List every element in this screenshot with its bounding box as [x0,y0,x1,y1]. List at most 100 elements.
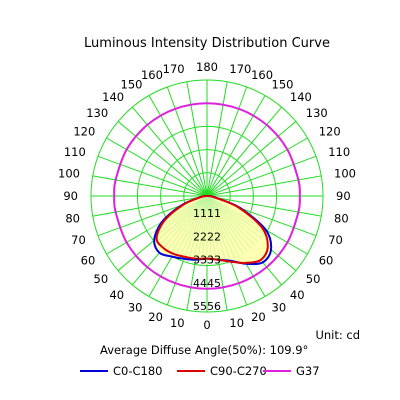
angle-label: 180 [196,60,218,74]
angle-label: 100 [334,167,356,181]
grid-spoke [117,121,208,197]
fill-hatch [206,195,240,257]
series-c90-c270 [155,194,269,264]
angle-label: 140 [290,90,312,104]
angle-label: 140 [102,90,124,104]
angle-label: 170 [163,62,185,76]
fill-hatch [206,195,265,235]
angle-label: 20 [148,310,163,324]
angle-label: 90 [63,189,78,203]
angle-label: 10 [229,316,244,330]
fill-hatch [206,195,267,231]
angle-label: 50 [306,272,321,286]
ring-label: 5556 [193,300,221,313]
grid-spoke [106,137,208,197]
angle-label: 160 [141,68,163,82]
grid-spoke [206,106,282,197]
fill-hatch [201,195,208,265]
angle-label: 70 [328,233,343,247]
angle-labels: 0102030405060708090100110120130140150160… [58,60,356,332]
angle-label: 120 [73,125,95,139]
angle-label: 100 [58,167,80,181]
fill-hatch [206,195,236,260]
grid-spoke [206,155,317,197]
angle-label: 110 [328,145,350,159]
grid-spoke [206,195,322,217]
angle-label: 90 [336,189,351,203]
grid-spoke [166,86,208,197]
fill-hatch [206,195,222,264]
grid-spoke [97,155,208,197]
angle-label: 150 [121,77,143,91]
fill-hatch [206,195,262,239]
angle-label: 130 [86,106,108,120]
angle-label: 60 [81,254,96,268]
fill-hatch [147,195,208,231]
grid-spoke [206,175,322,197]
legend: C0-C180 C90-C270 G37 [80,364,320,378]
average-diffuse-angle: Average Diffuse Angle(50%): 109.9° [100,343,308,357]
ring-labels: 1111 2222 3333 4445 5556 [193,207,221,313]
angle-label: 40 [290,288,305,302]
angle-label: 80 [334,211,349,225]
fill-hatch [206,195,259,243]
fill-hatch [162,195,208,249]
ring-label: 3333 [193,254,221,267]
unit-label: Unit: cd [315,328,360,342]
fill-hatch [183,195,208,261]
grid-spoke [92,195,208,217]
fill-hatch [158,195,208,246]
grid-spoke [92,175,208,197]
fill-hatch [166,195,208,252]
grid-spoke [148,95,208,197]
angle-label: 60 [319,254,334,268]
angle-label: 70 [71,233,86,247]
grid-spoke [206,81,228,197]
fill-hatch [187,195,208,263]
curve-fill [154,195,272,265]
fill-hatch [178,195,208,260]
fill-hatch [206,195,248,252]
angle-label: 160 [251,68,273,82]
series-g37 [113,102,301,290]
angle-label: 120 [319,125,341,139]
angle-label: 40 [109,288,124,302]
grid-spoke [206,95,266,197]
ring-label: 1111 [193,207,221,220]
grid-spoke [206,137,308,197]
angle-label: 0 [203,318,210,332]
fill-hatch [192,195,208,264]
angle-label: 130 [306,106,328,120]
fill-hatch [170,195,208,255]
ring-label: 2222 [193,230,221,243]
angle-label: 20 [251,310,266,324]
angle-label: 30 [272,301,287,315]
fill-hatch [206,195,252,249]
fill-hatch [206,195,213,265]
angle-label: 80 [65,211,80,225]
grid-spoke [206,86,248,197]
fill-hatch [206,195,217,265]
fill-hatch [155,195,208,243]
grid-spoke [206,121,297,197]
ring-label: 4445 [193,277,221,290]
angle-label: 10 [170,316,185,330]
legend-label: G37 [296,364,320,378]
fill-hatch [206,195,244,255]
angle-label: 150 [272,77,294,91]
grid-spoke [132,106,208,197]
fill-hatch [206,195,256,246]
legend-label: C90-C270 [210,364,267,378]
legend-label: C0-C180 [113,364,162,378]
fill-hatch [206,195,231,261]
fill-hatch [152,195,208,239]
fill-hatch [197,195,208,265]
curve-fills [147,195,272,265]
angle-label: 110 [64,145,86,159]
angle-label: 50 [94,272,109,286]
grid-spoke [186,81,208,197]
fill-hatch [206,195,227,263]
angle-label: 170 [229,62,251,76]
curves [113,102,301,290]
